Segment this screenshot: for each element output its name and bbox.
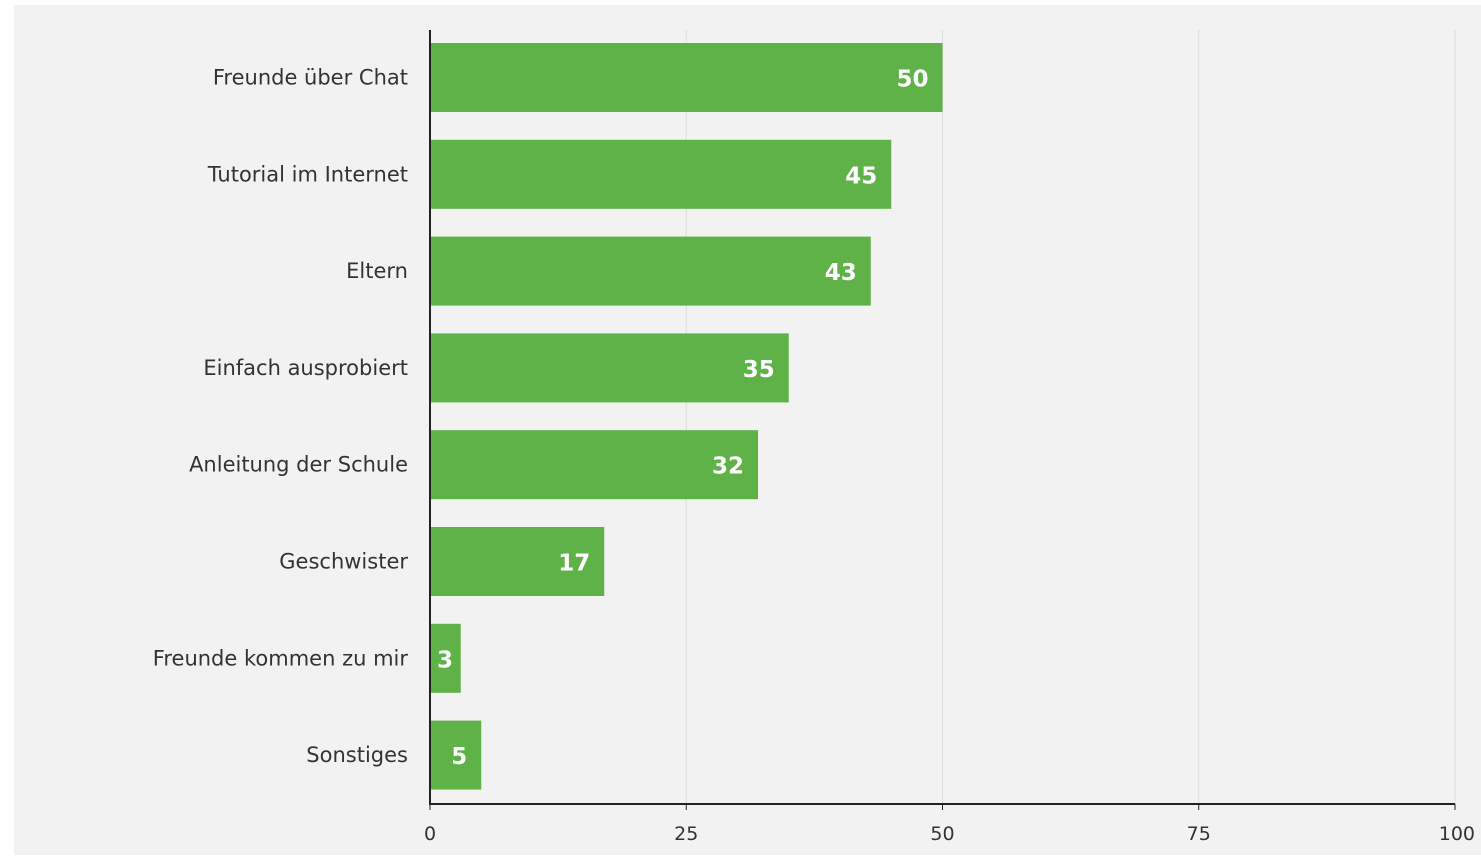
bar — [430, 333, 789, 403]
bar — [430, 139, 892, 209]
gridlines — [685, 30, 1456, 804]
value-label: 45 — [845, 163, 877, 189]
bar — [430, 236, 871, 306]
value-label: 50 — [896, 67, 928, 93]
x-tick-label: 25 — [674, 823, 698, 845]
bar — [430, 430, 758, 500]
bar — [430, 43, 943, 112]
bar — [430, 527, 605, 596]
category-label: Einfach ausprobiert — [203, 356, 408, 380]
bars — [430, 43, 943, 790]
x-tick-label: 75 — [1187, 823, 1211, 845]
x-tick-label: 100 — [1439, 823, 1475, 845]
value-label: 32 — [712, 454, 744, 480]
value-label: 3 — [437, 647, 453, 673]
value-label: 35 — [743, 357, 775, 383]
category-label: Eltern — [346, 259, 408, 283]
bar — [430, 623, 461, 693]
category-label: Geschwister — [279, 550, 408, 574]
category-label: Freunde über Chat — [213, 66, 408, 90]
x-tick-label: 50 — [930, 823, 954, 845]
category-label: Anleitung der Schule — [189, 453, 408, 477]
category-label: Freunde kommen zu mir — [153, 646, 409, 670]
axes: 0 25 50 75 100 — [424, 30, 1475, 845]
labels: Freunde über Chat 50 Tutorial im Internet 4… — [153, 66, 929, 771]
bar — [430, 720, 482, 790]
x-tick-label: 0 — [424, 823, 436, 845]
plot-background — [14, 5, 1481, 855]
value-label: 17 — [558, 551, 590, 577]
category-label: Tutorial im Internet — [207, 162, 408, 186]
category-label: Sonstiges — [306, 743, 408, 767]
value-label: 43 — [825, 260, 857, 286]
value-label: 5 — [451, 744, 467, 770]
